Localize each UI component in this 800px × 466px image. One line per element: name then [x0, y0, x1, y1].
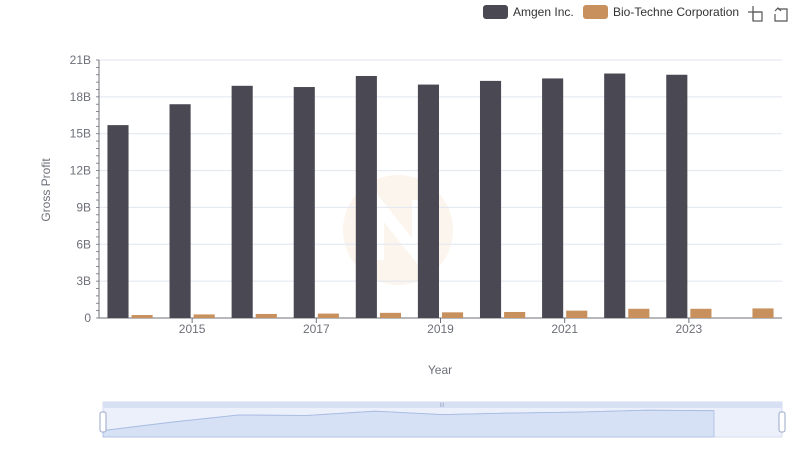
- data-zoom-handle-right[interactable]: [778, 411, 786, 433]
- bars: [107, 73, 774, 319]
- x-tick-label: 2017: [303, 322, 330, 336]
- zoom-rect-icon[interactable]: [748, 6, 763, 22]
- bar-bio-techne[interactable]: [442, 312, 464, 318]
- bar-bio-techne[interactable]: [752, 308, 774, 318]
- y-tick-label: 6B: [76, 237, 91, 251]
- x-tick-label: 2019: [427, 322, 454, 336]
- x-tick-label: 2015: [179, 322, 206, 336]
- x-axis: 2015 2017 2019 2021 2023: [99, 317, 782, 336]
- legend-swatch[interactable]: [583, 5, 608, 19]
- data-zoom-slider[interactable]: III: [99, 401, 786, 438]
- y-axis-title: Gross Profit: [39, 158, 53, 222]
- y-tick-label: 3B: [76, 274, 91, 288]
- x-tick-label: 2021: [551, 322, 578, 336]
- bar-bio-techne[interactable]: [379, 312, 402, 318]
- data-zoom-top-bar[interactable]: [103, 402, 782, 408]
- bar-amgen[interactable]: [231, 85, 253, 318]
- bar-amgen[interactable]: [169, 104, 191, 318]
- data-zoom-grip[interactable]: III: [439, 403, 444, 409]
- bar-amgen[interactable]: [417, 84, 439, 318]
- y-tick-label: 9B: [76, 200, 91, 214]
- y-tick-label: 15B: [70, 127, 91, 141]
- x-axis-title: Year: [428, 363, 452, 377]
- bar-bio-techne[interactable]: [504, 311, 526, 318]
- bar-amgen[interactable]: [479, 80, 502, 318]
- bar-amgen[interactable]: [604, 73, 626, 318]
- bar-amgen[interactable]: [666, 74, 688, 318]
- legend-label-amgen[interactable]: Amgen Inc.: [513, 5, 574, 19]
- bar-bio-techne[interactable]: [193, 314, 215, 318]
- bar-amgen[interactable]: [107, 125, 129, 318]
- bar-bio-techne[interactable]: [317, 313, 339, 318]
- restore-icon[interactable]: [774, 7, 788, 22]
- legend-label-bio-techne[interactable]: Bio-Techne Corporation: [613, 5, 739, 19]
- bar-bio-techne[interactable]: [255, 313, 277, 318]
- y-axis: 0 3B 6B 9B 12B 15B 18B 21B: [70, 53, 100, 325]
- bar-bio-techne[interactable]: [628, 308, 650, 318]
- data-zoom-handle-left[interactable]: [99, 411, 107, 433]
- y-tick-label: 21B: [70, 53, 91, 67]
- bar-amgen[interactable]: [542, 78, 564, 318]
- bar-bio-techne[interactable]: [690, 308, 712, 318]
- bar-bio-techne[interactable]: [566, 310, 588, 318]
- legend: Amgen Inc. Bio-Techne Corporation: [483, 5, 739, 19]
- y-tick-label: 0: [84, 311, 91, 325]
- y-tick-label: 18B: [70, 90, 91, 104]
- legend-swatch[interactable]: [483, 5, 508, 19]
- y-tick-label: 12B: [70, 164, 91, 178]
- data-zoom-preview-area: [102, 409, 715, 438]
- bar-amgen[interactable]: [355, 75, 377, 318]
- bar-bio-techne[interactable]: [131, 315, 153, 318]
- bar-amgen[interactable]: [293, 87, 315, 319]
- x-tick-label: 2023: [676, 322, 703, 336]
